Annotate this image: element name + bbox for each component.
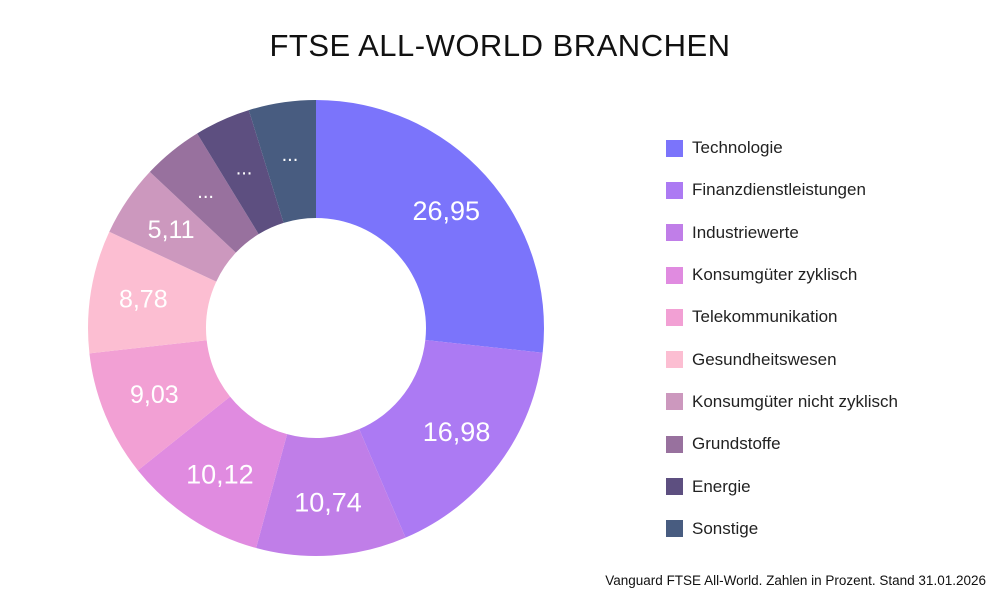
legend-label: Industriewerte xyxy=(692,222,799,242)
legend-label: Gesundheitswesen xyxy=(692,349,837,369)
legend-label: Konsumgüter nicht zyklisch xyxy=(692,391,898,411)
legend-item-grundstoffe: Grundstoffe xyxy=(666,423,898,465)
legend-swatch xyxy=(666,139,683,157)
slice-technologie xyxy=(316,100,544,353)
slice-gesundheitswesen xyxy=(88,231,217,354)
legend-item-technologie: Technologie xyxy=(666,127,898,169)
legend-item-energie: Energie xyxy=(666,465,898,507)
legend-item-finanzdienstleistungen: Finanzdienstleistungen xyxy=(666,169,898,211)
footnote: Vanguard FTSE All-World. Zahlen in Proze… xyxy=(605,573,986,588)
legend-item-konsumgueter-nicht-zyklisch: Konsumgüter nicht zyklisch xyxy=(666,381,898,423)
slice-value-label-sonstige: ... xyxy=(282,144,299,166)
slice-value-label-grundstoffe: ... xyxy=(197,181,214,203)
legend-swatch xyxy=(666,308,683,326)
legend-swatch xyxy=(666,435,683,453)
slice-value-label-telekommunikation: 9,03 xyxy=(130,381,179,409)
chart-title: FTSE ALL-WORLD BRANCHEN xyxy=(269,28,731,63)
legend-item-gesundheitswesen: Gesundheitswesen xyxy=(666,338,898,380)
legend-item-konsumgueter-zyklisch: Konsumgüter zyklisch xyxy=(666,254,898,296)
legend-item-telekommunikation: Telekommunikation xyxy=(666,296,898,338)
slice-finanzdienstleistungen xyxy=(359,339,543,538)
legend-swatch xyxy=(666,393,683,411)
slice-value-label-technologie: 26,95 xyxy=(413,196,481,226)
slice-telekommunikation xyxy=(89,340,231,471)
legend-label: Telekommunikation xyxy=(692,307,838,327)
legend-item-industriewerte: Industriewerte xyxy=(666,212,898,254)
legend-swatch xyxy=(666,478,683,496)
slice-value-label-konsumgueter-zyklisch: 10,12 xyxy=(186,459,254,489)
slice-labels-group: 26,95 16,98 10,74 10,12 9,03 8,78 5,11........… xyxy=(119,144,490,518)
slice-energie xyxy=(197,110,284,235)
slice-value-label-gesundheitswesen: 8,78 xyxy=(119,286,168,314)
slice-grundstoffe xyxy=(149,133,259,253)
legend-label: Energie xyxy=(692,476,751,496)
legend-label: Sonstige xyxy=(692,518,759,538)
slice-value-label-konsumgueter-nicht-zyklisch: 5,11 xyxy=(148,216,195,244)
legend-swatch xyxy=(666,224,683,242)
legend-item-sonstige: Sonstige xyxy=(666,508,898,550)
slice-sonstige xyxy=(248,100,316,223)
slice-konsumgueter-zyklisch xyxy=(137,396,288,548)
slice-value-label-finanzdienstleistungen: 16,98 xyxy=(423,417,491,447)
slice-industriewerte xyxy=(256,429,406,556)
slice-value-label-industriewerte: 10,74 xyxy=(294,488,362,518)
legend-label: Technologie xyxy=(692,138,783,158)
legend-label: Konsumgüter zyklisch xyxy=(692,265,858,285)
legend-label: Finanzdienstleistungen xyxy=(692,180,866,200)
legend-swatch xyxy=(666,181,683,199)
legend-swatch xyxy=(666,266,683,284)
slices-group xyxy=(88,100,544,556)
slice-konsumgueter-nicht-zyklisch xyxy=(109,171,236,282)
legend-label: Grundstoffe xyxy=(692,434,781,454)
legend-swatch xyxy=(666,520,683,538)
legend: Technologie Finanzdienstleistungen Industr… xyxy=(666,127,898,550)
legend-swatch xyxy=(666,351,683,369)
slice-value-label-energie: ... xyxy=(236,157,253,179)
